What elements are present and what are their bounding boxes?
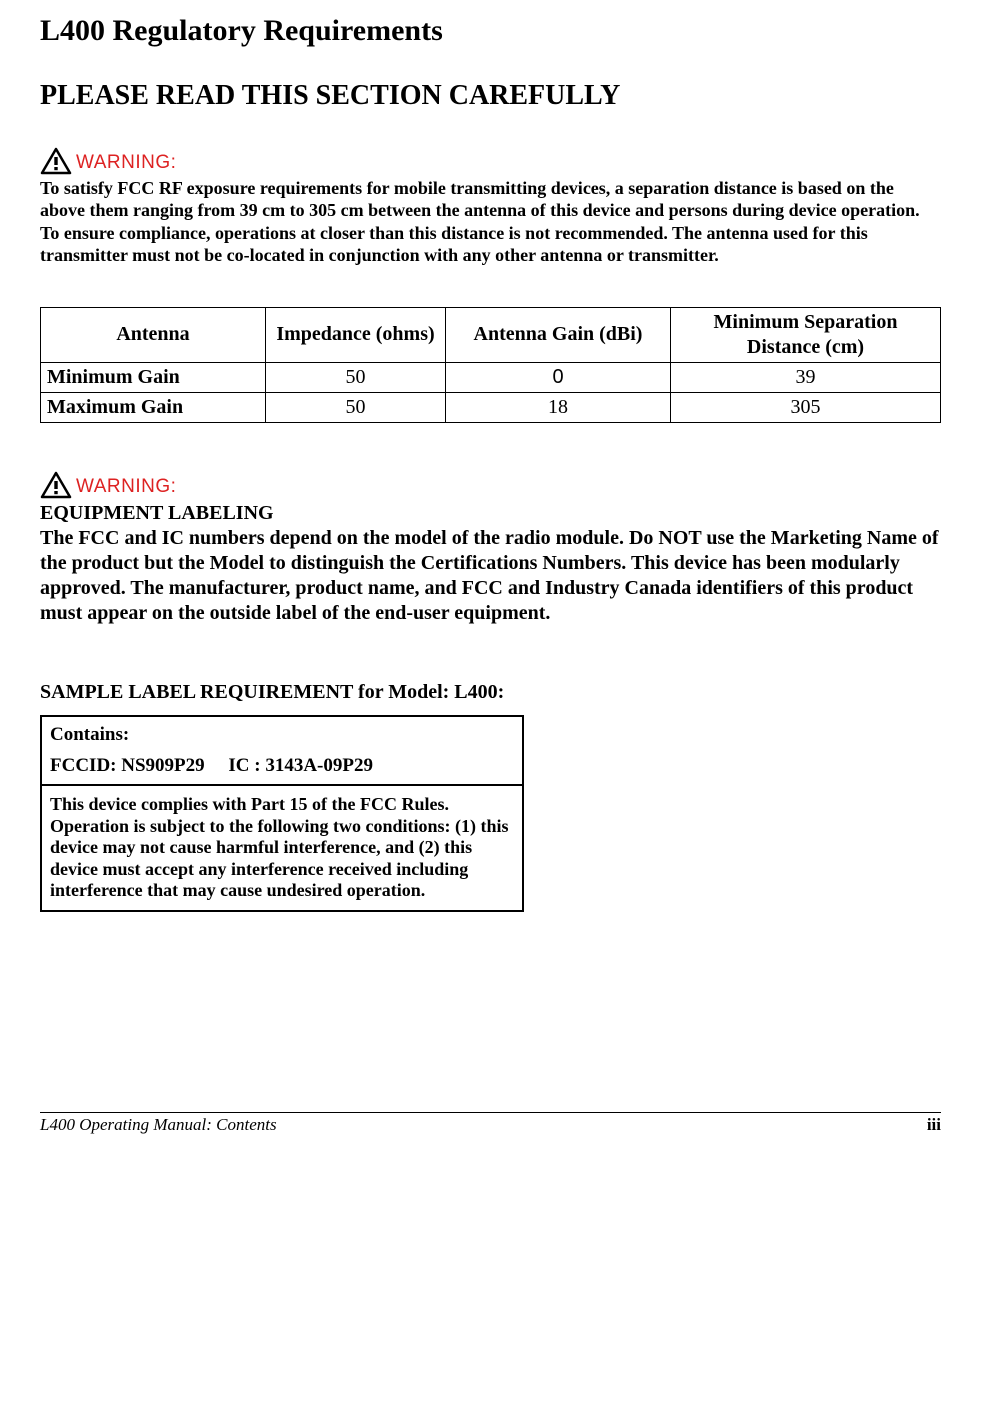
- cell-distance: 39: [671, 362, 941, 392]
- antenna-table: Antenna Impedance (ohms) Antenna Gain (d…: [40, 307, 941, 423]
- table-row: Maximum Gain 50 18 305: [41, 392, 941, 422]
- col-impedance: Impedance (ohms): [266, 307, 446, 362]
- warning-1-label: WARNING:: [76, 151, 176, 175]
- col-distance: Minimum Separation Distance (cm): [671, 307, 941, 362]
- page-footer: L400 Operating Manual: Contents iii: [40, 1113, 941, 1135]
- col-antenna: Antenna: [41, 307, 266, 362]
- footer-page-number: iii: [927, 1114, 941, 1135]
- table-header-row: Antenna Impedance (ohms) Antenna Gain (d…: [41, 307, 941, 362]
- compliance-text: This device complies with Part 15 of the…: [42, 790, 522, 910]
- section-heading: PLEASE READ THIS SECTION CAREFULLY: [40, 78, 941, 113]
- label-ids: FCCID: NS909P29 IC : 3143A-09P29: [50, 754, 514, 778]
- row-label: Maximum Gain: [41, 392, 266, 422]
- cell-impedance: 50: [266, 362, 446, 392]
- warning-2-header: WARNING:: [40, 471, 941, 499]
- warning-1-header: WARNING:: [40, 147, 941, 175]
- page-title: L400 Regulatory Requirements: [40, 12, 941, 50]
- footer-left: L400 Operating Manual: Contents: [40, 1114, 277, 1135]
- warning-icon: [40, 147, 72, 175]
- equipment-labeling-text: The FCC and IC numbers depend on the mod…: [40, 526, 941, 626]
- warning-1-text: To satisfy FCC RF exposure requirements …: [40, 177, 941, 267]
- cell-impedance: 50: [266, 392, 446, 422]
- col-gain: Antenna Gain (dBi): [446, 307, 671, 362]
- warning-icon: [40, 471, 72, 499]
- cell-distance: 305: [671, 392, 941, 422]
- cell-gain: 18: [446, 392, 671, 422]
- cell-gain: 0: [446, 362, 671, 392]
- sample-label-heading: SAMPLE LABEL REQUIREMENT for Model: L400…: [40, 680, 941, 705]
- sample-label-box: Contains: FCCID: NS909P29 IC : 3143A-09P…: [40, 715, 524, 912]
- label-contains: Contains:: [50, 723, 514, 747]
- row-label: Minimum Gain: [41, 362, 266, 392]
- equipment-labeling-heading: EQUIPMENT LABELING: [40, 501, 941, 526]
- warning-2-label: WARNING:: [76, 475, 176, 499]
- table-row: Minimum Gain 50 0 39: [41, 362, 941, 392]
